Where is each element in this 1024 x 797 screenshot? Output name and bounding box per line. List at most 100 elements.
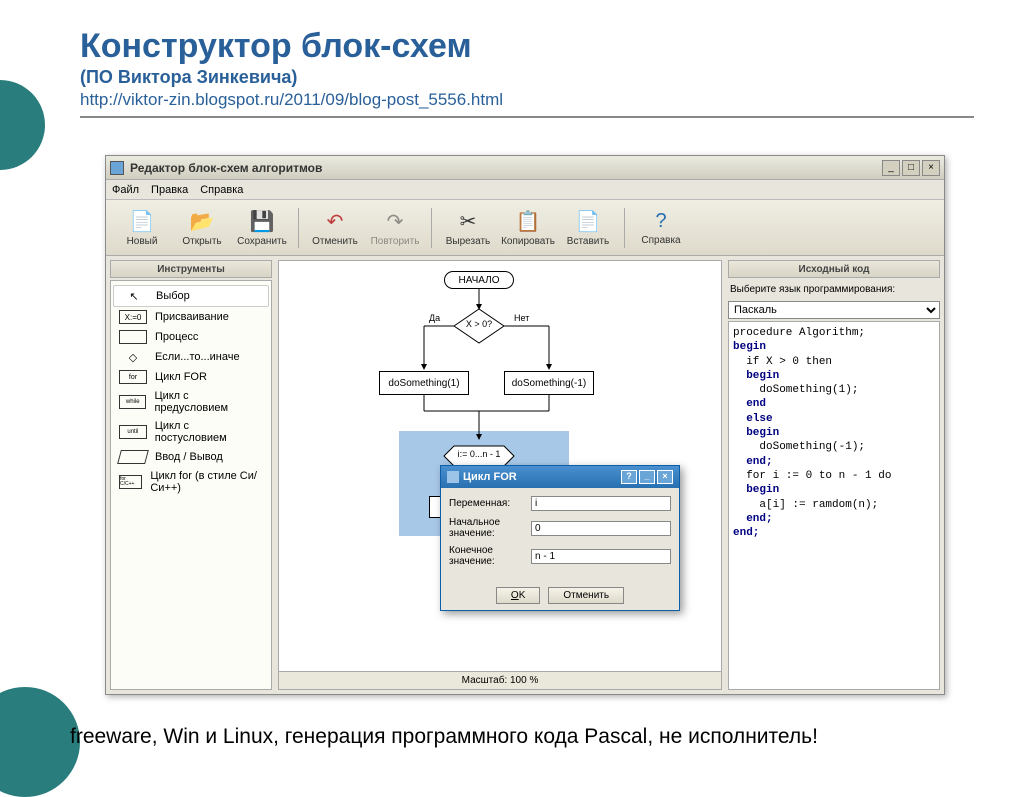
dialog-icon <box>447 471 459 483</box>
undo-button[interactable]: ↶ Отменить <box>307 204 363 252</box>
end-input[interactable] <box>531 549 671 564</box>
tool-while-label: Цикл с предусловием <box>154 390 263 414</box>
cfor-icon: for C/C++ <box>119 475 142 489</box>
slide-title: Конструктор блок-схем <box>80 28 974 65</box>
tool-process[interactable]: Процесс <box>113 327 269 347</box>
source-panel-title: Исходный код <box>728 260 940 278</box>
help-icon: ? <box>655 210 666 233</box>
assign-icon: X:=0 <box>119 310 147 324</box>
slide-divider <box>80 116 974 118</box>
menubar: Файл Правка Справка <box>106 180 944 200</box>
minimize-button[interactable]: _ <box>882 160 900 176</box>
dialog-close-button[interactable]: × <box>657 470 673 484</box>
slide-url: http://viktor-zin.blogspot.ru/2011/09/bl… <box>80 90 974 110</box>
help-button[interactable]: ? Справка <box>633 204 689 252</box>
save-button[interactable]: 💾Сохранить <box>234 204 290 252</box>
menu-file[interactable]: Файл <box>112 184 139 196</box>
tool-assign-label: Присваивание <box>155 311 229 323</box>
maximize-button[interactable]: □ <box>902 160 920 176</box>
copy-icon: 📋 <box>516 209 541 234</box>
tool-until[interactable]: until Цикл с постусловием <box>113 417 269 447</box>
source-panel: Исходный код Выберите язык программирова… <box>724 256 944 694</box>
help-label: Справка <box>641 235 680 246</box>
redo-label: Повторить <box>371 236 420 247</box>
dialog-body: Переменная: Начальное значение: Конечное… <box>441 488 679 581</box>
node-do1[interactable]: doSomething(1) <box>379 371 469 395</box>
node-loop[interactable]: i:= 0...n - 1 <box>449 449 509 459</box>
for-loop-dialog: Цикл FOR ? _ × Переменная: Начальное зна… <box>440 465 680 611</box>
redo-icon: ↷ <box>387 209 404 234</box>
tool-io-label: Ввод / Вывод <box>155 451 223 463</box>
tools-list: ↖ Выбор X:=0 Присваивание Процесс ◇Если...… <box>110 280 272 690</box>
open-label: Открыть <box>182 236 221 247</box>
slide-footer: freeware, Win и Linux, генерация програм… <box>70 725 818 749</box>
label-no: Нет <box>514 313 529 323</box>
tool-select-label: Выбор <box>156 290 190 302</box>
node-condition[interactable]: X > 0? <box>461 319 497 329</box>
paste-label: Вставить <box>567 236 609 247</box>
var-label: Переменная: <box>449 498 531 509</box>
paste-icon: 📄 <box>576 209 601 234</box>
decoration-circle-bottom <box>0 687 80 797</box>
dialog-min-button[interactable]: _ <box>639 470 655 484</box>
tool-for-label: Цикл FOR <box>155 371 207 383</box>
code-area[interactable]: procedure Algorithm;begin if X > 0 then … <box>728 321 940 690</box>
cut-icon: ✂ <box>460 209 477 234</box>
node-start[interactable]: НАЧАЛО <box>444 271 514 289</box>
redo-button[interactable]: ↷ Повторить <box>367 204 423 252</box>
slide-subtitle: (ПО Виктора Зинкевича) <box>80 67 974 88</box>
toolbar: 📄Новый 📂 Открыть 💾Сохранить ↶ Отменить ↷ По… <box>106 200 944 256</box>
cut-button[interactable]: ✂ Вырезать <box>440 204 496 252</box>
tool-assign[interactable]: X:=0 Присваивание <box>113 307 269 327</box>
start-label: Начальное значение: <box>449 517 531 539</box>
tools-panel-title: Инструменты <box>110 260 272 278</box>
start-input[interactable] <box>531 521 671 536</box>
toolbar-separator <box>431 208 432 248</box>
tool-cfor[interactable]: for C/C++ Цикл for (в стиле Си/Си++) <box>113 467 269 497</box>
tool-until-label: Цикл с постусловием <box>155 420 263 444</box>
for-icon: for <box>119 370 147 384</box>
tool-while[interactable]: whileЦикл с предусловием <box>113 387 269 417</box>
tool-process-label: Процесс <box>155 331 198 343</box>
copy-button[interactable]: 📋 Копировать <box>500 204 556 252</box>
tool-select[interactable]: ↖ Выбор <box>113 285 269 307</box>
end-label: Конечное значение: <box>449 545 531 567</box>
tools-panel: Инструменты ↖ Выбор X:=0 Присваивание Проц… <box>106 256 276 694</box>
cancel-button[interactable]: Отменить <box>548 587 624 604</box>
process-icon <box>119 330 147 344</box>
language-label: Выберите язык программирования: <box>728 280 940 299</box>
io-icon <box>117 450 149 464</box>
diamond-icon: ◇ <box>119 350 147 364</box>
undo-icon: ↶ <box>327 209 344 234</box>
dialog-help-button[interactable]: ? <box>621 470 637 484</box>
undo-label: Отменить <box>312 236 358 247</box>
tool-for[interactable]: for Цикл FOR <box>113 367 269 387</box>
language-select[interactable]: Паскаль <box>728 301 940 319</box>
dialog-titlebar: Цикл FOR ? _ × <box>441 466 679 488</box>
cursor-icon: ↖ <box>120 289 148 303</box>
open-button[interactable]: 📂 Открыть <box>174 204 230 252</box>
save-label: Сохранить <box>237 236 287 247</box>
tool-if[interactable]: ◇Если...то...иначе <box>113 347 269 367</box>
node-do2[interactable]: doSomething(-1) <box>504 371 594 395</box>
label-yes: Да <box>429 313 440 323</box>
toolbar-separator <box>624 208 625 248</box>
ok-button[interactable]: OK <box>496 587 540 604</box>
menu-edit[interactable]: Правка <box>151 184 188 196</box>
copy-label: Копировать <box>501 236 555 247</box>
paste-button[interactable]: 📄 Вставить <box>560 204 616 252</box>
cut-label: Вырезать <box>446 236 490 247</box>
until-icon: until <box>119 425 147 439</box>
tool-cfor-label: Цикл for (в стиле Си/Си++) <box>150 470 263 494</box>
close-button[interactable]: × <box>922 160 940 176</box>
new-icon: 📄 <box>130 209 155 234</box>
app-window: Редактор блок-схем алгоритмов _ □ × Файл… <box>105 155 945 695</box>
window-title: Редактор блок-схем алгоритмов <box>130 161 882 175</box>
open-icon: 📂 <box>190 209 215 234</box>
var-input[interactable] <box>531 496 671 511</box>
menu-help[interactable]: Справка <box>200 184 243 196</box>
tool-io[interactable]: Ввод / Вывод <box>113 447 269 467</box>
canvas-status: Масштаб: 100 % <box>278 672 722 690</box>
new-button[interactable]: 📄Новый <box>114 204 170 252</box>
app-icon <box>110 161 124 175</box>
